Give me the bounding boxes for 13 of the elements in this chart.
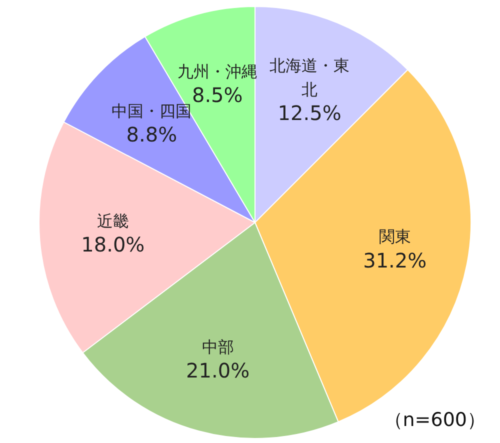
slice-label: 中部 — [202, 337, 234, 356]
text: （n=600） — [384, 408, 486, 433]
slice-label: 関東 — [378, 227, 411, 246]
data-label: 18.0% — [81, 232, 145, 256]
slice-label: 北海道・東北 — [270, 56, 350, 99]
slice-label: 九州・沖縄 — [177, 62, 258, 82]
slice-label: 中国・四国 — [112, 101, 192, 120]
slice-label: 近畿 — [96, 211, 129, 230]
data-label: 8.8% — [126, 122, 178, 146]
data-label: 8.5% — [192, 83, 243, 108]
data-label: 21.0% — [186, 358, 250, 382]
data-label: 12.5% — [278, 100, 342, 125]
data-label: 31.2% — [363, 248, 427, 272]
